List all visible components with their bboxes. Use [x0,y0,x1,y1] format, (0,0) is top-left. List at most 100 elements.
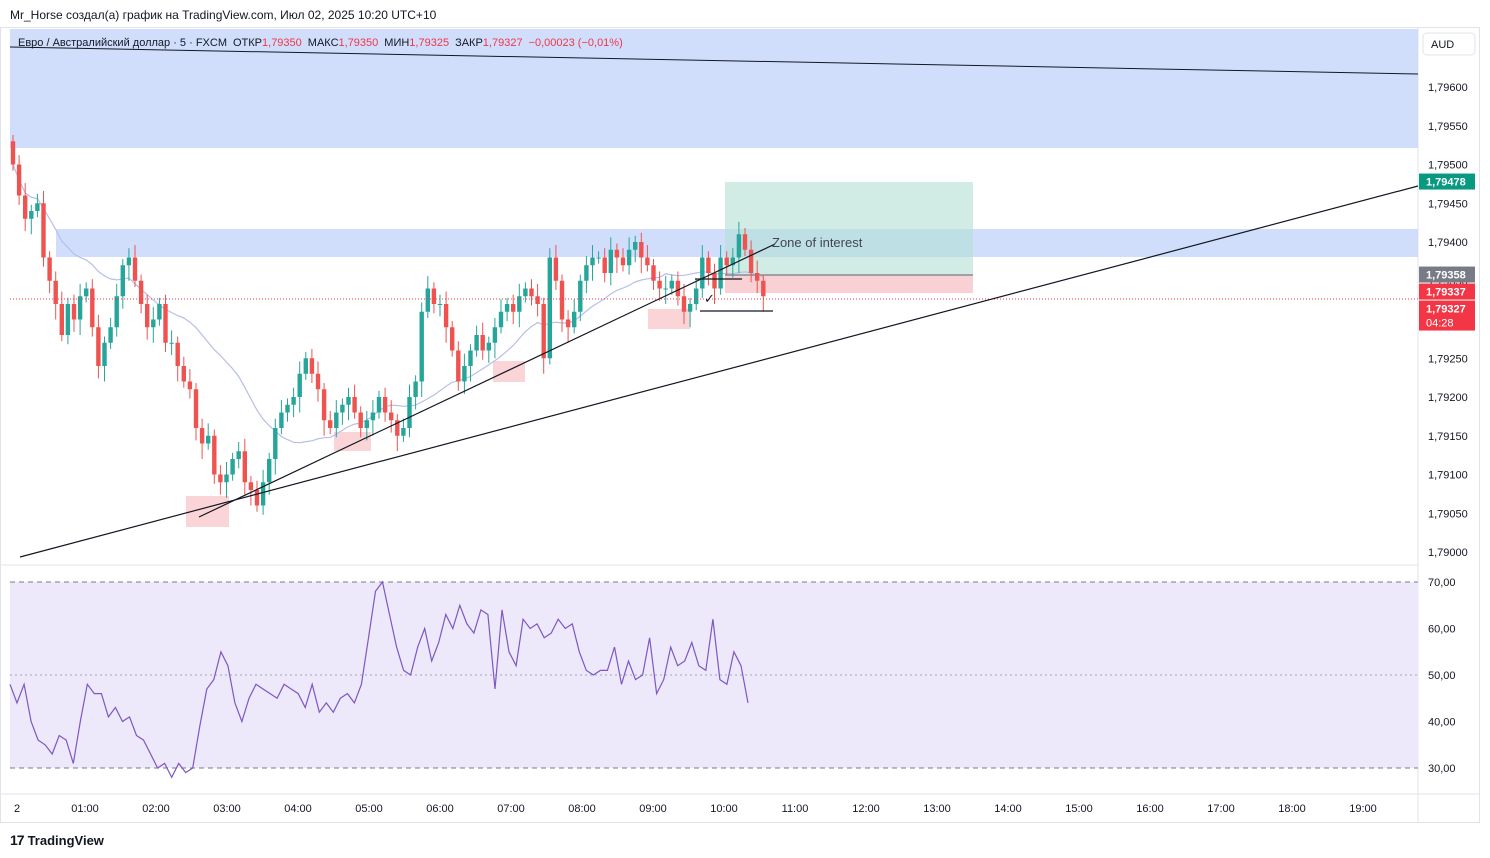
legend-high: 1,79350 [339,37,379,49]
candle-body [96,327,101,366]
candle-body [541,304,546,359]
time-tick-label: 2 [14,803,20,815]
symbol-legend[interactable]: Евро / Австралийский доллар · 5 · FXCM ОТ… [18,37,623,49]
candle-body [41,203,46,258]
candle-body [431,288,437,304]
candle-body [309,358,315,374]
candle-body [358,412,363,428]
position-stop-zone[interactable] [725,275,973,293]
candle-body [120,265,125,297]
candle-body [382,397,388,413]
low-marker-box-4[interactable] [648,309,690,329]
rsi-tick-label: 50,00 [1428,670,1456,682]
legend-symbol: Евро / Австралийский доллар · 5 · FXCM [18,37,227,49]
candle-body [578,280,583,312]
candle-body [547,257,552,359]
candle-body [84,288,89,297]
time-tick-label: 11:00 [782,803,809,815]
candle-body [260,482,266,506]
candle-body [53,280,58,304]
price-label-text: 1,79327 [1426,304,1466,316]
candle-body [126,257,132,266]
rsi-line [9,580,749,779]
footer-brand[interactable]: 17 TradingView [10,832,104,848]
candle-body [633,242,638,250]
svg-text:Евро / Австралийский доллар ·: Евро / Австралийский доллар · 5 · FXCM ОТ… [18,37,623,49]
candle-body [413,381,418,397]
time-tick-label: 03:00 [213,803,241,815]
candle-body [303,358,308,374]
price-tick-label: 1,79150 [1428,431,1468,443]
rsi-band [10,582,1418,768]
candle-body [755,273,760,281]
candle-body [535,296,540,304]
candle-body [456,350,461,382]
rsi-tick-label: 30,00 [1428,763,1456,775]
rsi-tick-label: 40,00 [1428,717,1456,729]
candle-body [254,490,260,506]
price-label-stack: 1,79478 1,79358 1,79337 1,79327 04:28 [1419,173,1475,331]
position-target-zone[interactable] [725,182,973,275]
candle-body [614,249,620,258]
time-tick-label: 18:00 [1278,803,1306,815]
candle-body [492,327,498,343]
candle-body [218,474,223,483]
candle-body [419,311,424,382]
time-axis[interactable]: 2 01:00 02:00 03:00 04:00 05:00 06:00 07:00 08:0… [14,803,1377,815]
time-tick-label: 12:00 [852,803,880,815]
candle-body [712,273,717,289]
candle-body [163,304,168,343]
header-title: Mr_Horse создал(а) график на TradingView… [10,8,437,22]
candle-body [376,397,382,413]
price-tick-label: 1,79550 [1428,121,1468,133]
candle-body [498,311,504,328]
price-label-box [1419,266,1475,283]
chart-header: Mr_Horse создал(а) график на TradingView… [10,8,436,22]
candle-body [187,381,193,390]
candle-body [407,397,412,428]
candle-body [706,257,711,273]
candlestick-series [10,135,766,515]
candle-body [169,342,174,344]
candle-body [23,195,28,219]
legend-close-label: ЗАКР [455,37,483,49]
candle-body [10,141,16,165]
ascending-trendline-long[interactable] [19,185,1419,558]
rsi-axis[interactable]: 70,00 60,00 50,00 40,00 30,00 [1428,577,1456,775]
candle-body [565,319,571,328]
price-tick-label: 1,79200 [1428,392,1468,404]
price-label-box [1419,283,1475,300]
legend-high-label: МАКС [308,37,339,49]
candle-body [694,288,699,304]
currency-button[interactable] [1422,32,1476,56]
candle-body [199,428,205,444]
time-tick-label: 16:00 [1136,803,1164,815]
candle-body [77,296,83,320]
candle-body [559,280,565,320]
candle-body [224,474,229,483]
low-marker-box-2[interactable] [334,432,371,451]
price-tick-label: 1,79450 [1428,198,1468,210]
candle-body [681,296,687,312]
candle-body [645,257,650,266]
candle-body [596,257,601,259]
candle-body [572,311,577,328]
price-tick-label: 1,79500 [1428,160,1468,172]
candle-body [730,257,735,266]
candle-body [517,296,522,312]
price-tick-label: 1,79100 [1428,470,1468,482]
descending-trendline[interactable] [9,46,1419,75]
resistance-zone-top[interactable] [10,29,1418,148]
candle-body [157,304,162,320]
candle-body [639,242,644,258]
price-tick-label: 1,79250 [1428,353,1468,365]
candle-body [675,280,681,297]
candle-body [346,397,351,405]
candle-body [151,319,156,328]
ascending-trendline-short[interactable] [198,243,776,518]
candle-body [395,420,400,436]
rsi-tick-label: 70,00 [1428,577,1456,589]
candle-body [370,412,376,421]
price-axis[interactable]: 1,79600 1,79550 1,79500 1,79450 1,79400 1,793… [1428,82,1468,559]
